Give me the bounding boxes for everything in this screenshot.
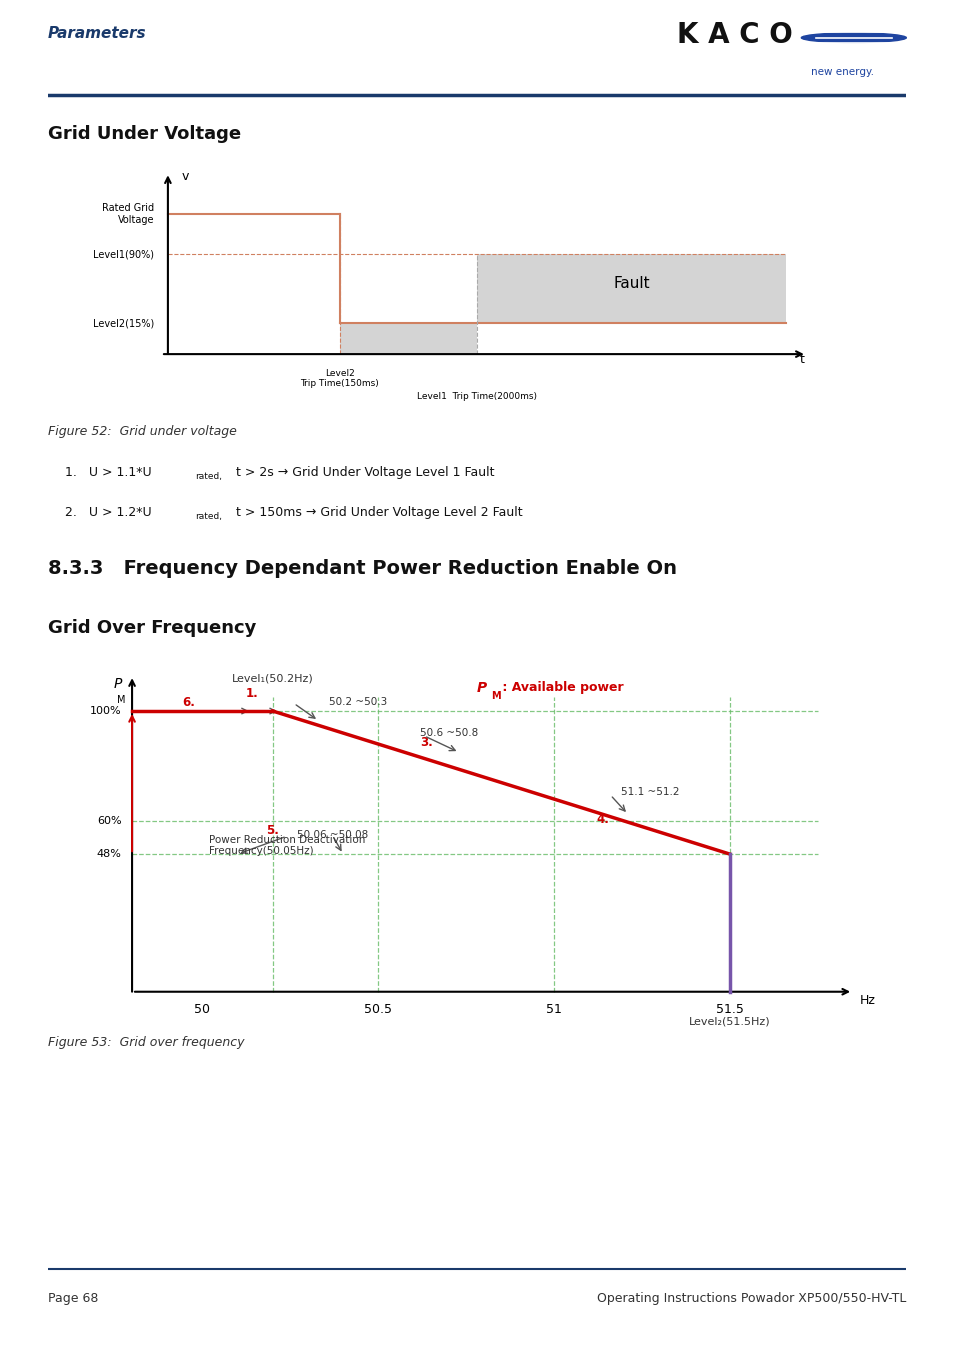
- Text: Hz: Hz: [860, 995, 875, 1007]
- Text: Level2
Trip Time(150ms): Level2 Trip Time(150ms): [300, 369, 378, 387]
- Text: 8.3.3   Frequency Dependant Power Reduction Enable On: 8.3.3 Frequency Dependant Power Reductio…: [48, 559, 676, 578]
- Text: 50.6 ~50.8: 50.6 ~50.8: [420, 728, 478, 738]
- Bar: [339, 323, 476, 354]
- Text: Power Reduction Deactivation
Frequency(50.05Hz): Power Reduction Deactivation Frequency(5…: [210, 834, 365, 856]
- Text: P: P: [476, 680, 486, 695]
- Text: rated,: rated,: [195, 472, 222, 482]
- Text: Grid Over Frequency: Grid Over Frequency: [48, 618, 255, 637]
- Text: Figure 53:  Grid over frequency: Figure 53: Grid over frequency: [48, 1037, 244, 1049]
- Text: 50: 50: [194, 1003, 211, 1015]
- Text: t: t: [799, 354, 804, 366]
- Text: new energy.: new energy.: [810, 68, 873, 77]
- Text: 2.   U > 1.2*U: 2. U > 1.2*U: [65, 506, 152, 518]
- Text: 1.: 1.: [245, 687, 257, 699]
- Text: 51.5: 51.5: [716, 1003, 743, 1015]
- Text: Level₂(51.5Hz): Level₂(51.5Hz): [688, 1017, 770, 1026]
- Text: 3.: 3.: [420, 736, 433, 749]
- Text: t > 150ms → Grid Under Voltage Level 2 Fault: t > 150ms → Grid Under Voltage Level 2 F…: [233, 506, 522, 518]
- Text: Level1(90%): Level1(90%): [93, 250, 154, 259]
- Text: M: M: [116, 695, 125, 705]
- Text: Rated Grid
Voltage: Rated Grid Voltage: [102, 204, 154, 225]
- Text: 60%: 60%: [97, 817, 121, 826]
- Text: 100%: 100%: [90, 706, 121, 716]
- Circle shape: [801, 32, 905, 43]
- Bar: [476, 254, 785, 323]
- Text: 50.5: 50.5: [364, 1003, 392, 1015]
- Text: Figure 52:  Grid under voltage: Figure 52: Grid under voltage: [48, 425, 236, 437]
- Text: 50.06 ~50.08: 50.06 ~50.08: [297, 830, 368, 841]
- Text: Parameters: Parameters: [48, 26, 146, 40]
- Text: 51: 51: [546, 1003, 561, 1015]
- Text: 6.: 6.: [182, 697, 194, 709]
- Text: 48%: 48%: [96, 849, 121, 859]
- Text: 5.: 5.: [266, 825, 278, 837]
- Text: Grid Under Voltage: Grid Under Voltage: [48, 124, 240, 143]
- Text: 1.   U > 1.1*U: 1. U > 1.1*U: [65, 466, 152, 479]
- Text: Fault: Fault: [613, 275, 649, 290]
- Text: Level₁(50.2Hz): Level₁(50.2Hz): [232, 674, 314, 683]
- Text: M: M: [490, 691, 500, 701]
- Text: 4.: 4.: [596, 813, 609, 826]
- Text: Page 68: Page 68: [48, 1292, 98, 1305]
- Text: Level1  Trip Time(2000ms): Level1 Trip Time(2000ms): [416, 393, 537, 401]
- Text: K A C O: K A C O: [677, 22, 792, 49]
- Text: rated,: rated,: [195, 513, 222, 521]
- Text: v: v: [181, 170, 189, 182]
- Text: 50.2 ~50.3: 50.2 ~50.3: [329, 697, 387, 707]
- Text: Operating Instructions Powador XP500/550-HV-TL: Operating Instructions Powador XP500/550…: [597, 1292, 905, 1305]
- Text: : Available power: : Available power: [497, 682, 623, 694]
- Text: P: P: [113, 676, 121, 690]
- Text: 51.1 ~51.2: 51.1 ~51.2: [620, 787, 679, 798]
- Text: Level2(15%): Level2(15%): [92, 319, 154, 328]
- Text: t > 2s → Grid Under Voltage Level 1 Fault: t > 2s → Grid Under Voltage Level 1 Faul…: [233, 466, 495, 479]
